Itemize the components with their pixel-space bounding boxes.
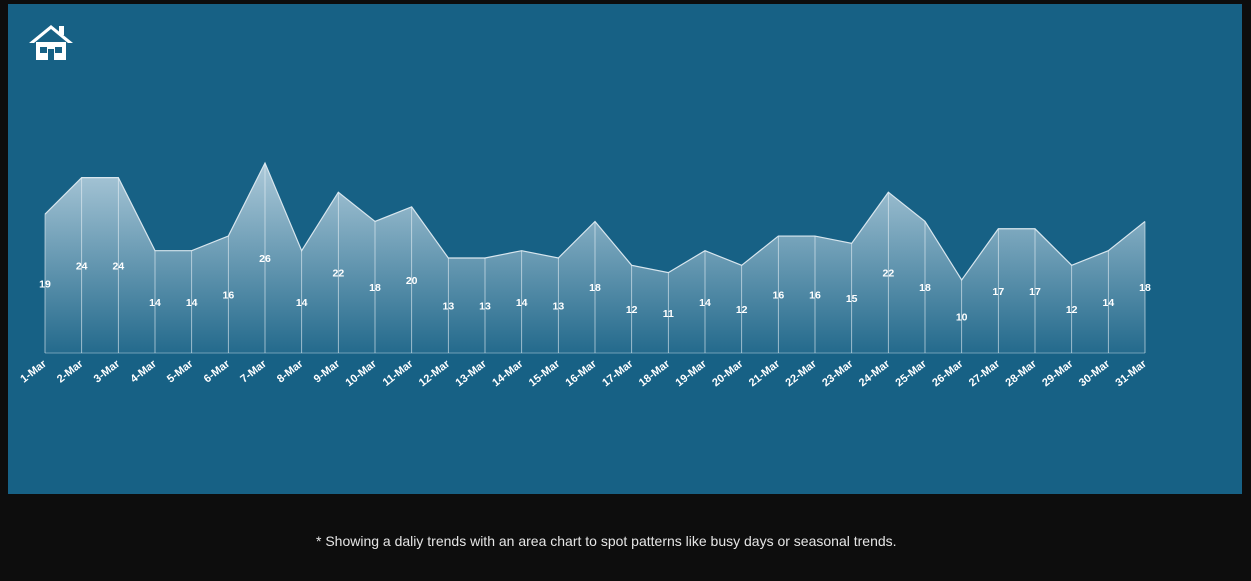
x-tick-label: 8-Mar [275,357,306,385]
x-tick-label: 23-Mar [820,357,856,389]
x-tick-label: 6-Mar [202,357,233,385]
data-label: 14 [699,297,711,309]
x-tick-label: 4-Mar [128,357,159,385]
data-label: 17 [992,286,1004,298]
data-label: 18 [1139,282,1151,294]
data-label: 14 [186,297,198,309]
data-label: 12 [736,304,748,316]
data-label: 11 [663,308,674,320]
x-tick-label: 30-Mar [1077,357,1113,389]
data-label: 19 [39,279,51,291]
x-tick-label: 17-Mar [600,357,636,389]
home-button[interactable] [27,22,75,62]
data-label: 14 [516,297,528,309]
x-tick-label: 7-Mar [238,357,269,385]
data-label: 26 [259,253,271,265]
data-label: 13 [479,301,491,313]
x-tick-label: 26-Mar [930,357,966,389]
home-icon [29,25,73,60]
data-label: 10 [956,311,968,323]
x-tick-label: 3-Mar [92,357,123,385]
x-tick-label: 1-Mar [18,357,49,385]
data-label: 24 [76,260,88,272]
x-tick-label: 11-Mar [381,357,416,388]
area-chart: 19 24 24 14 14 16 26 14 22 18 20 13 13 14 13 18 12 11 14 12… [18,161,1151,389]
x-tick-label: 27-Mar [967,357,1003,389]
data-label: 14 [296,297,308,309]
x-tick-label: 9-Mar [312,357,343,385]
x-tick-label: 22-Mar [784,357,820,389]
data-label: 13 [442,301,454,313]
x-tick-label: 2-Mar [55,357,86,385]
data-label: 14 [1102,297,1114,309]
data-label: 12 [626,304,638,316]
data-label: 24 [112,260,124,272]
footnote: * Showing a daliy trends with an area ch… [316,533,897,549]
x-tick-label: 20-Mar [710,357,746,389]
x-tick-label: 24-Mar [857,357,893,389]
x-tick-label: 28-Mar [1004,357,1040,389]
x-tick-label: 16-Mar [564,357,600,389]
x-tick-label: 25-Mar [894,357,930,389]
data-label: 18 [589,282,601,294]
data-label: 17 [1029,286,1041,298]
data-label: 22 [332,268,344,280]
data-label: 16 [222,290,234,302]
data-label: 22 [882,268,894,280]
x-tick-label: 10-Mar [344,357,380,389]
x-tick-label: 21-Mar [747,357,783,389]
data-label: 13 [552,301,564,313]
x-tick-label: 18-Mar [637,357,673,389]
data-label: 16 [772,290,784,302]
data-label: 18 [919,282,931,294]
x-tick-label: 5-Mar [165,357,196,385]
data-label: 20 [406,275,418,287]
x-tick-label: 31-Mar [1114,357,1150,389]
x-tick-label: 13-Mar [454,357,490,389]
x-tick-label: 14-Mar [490,357,526,389]
x-tick-label: 15-Mar [527,357,563,389]
x-tick-label: 12-Mar [417,357,453,389]
data-label: 18 [369,282,381,294]
x-tick-label: 29-Mar [1040,357,1076,389]
data-label: 12 [1066,304,1078,316]
x-tick-label: 19-Mar [674,357,710,389]
data-label: 16 [809,290,821,302]
data-label: 14 [149,297,161,309]
data-label: 15 [846,293,858,305]
